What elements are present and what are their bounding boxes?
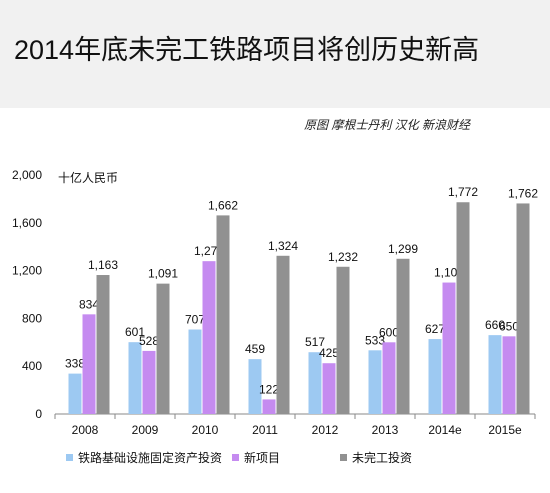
- data-label: 1,762: [508, 186, 538, 200]
- y-unit-label: 十亿人民币: [58, 170, 118, 185]
- data-label: 1,232: [328, 250, 358, 264]
- y-tick-label: 0: [35, 407, 42, 421]
- bar-2008-s1: [82, 314, 96, 414]
- x-tick-label: 2015e: [488, 423, 522, 437]
- data-label: 533: [365, 333, 385, 347]
- x-tick-label: 2012: [312, 423, 339, 437]
- bar-2009-s1: [142, 350, 156, 414]
- bar-2010-s2: [216, 215, 230, 414]
- x-tick-label: 2010: [192, 423, 219, 437]
- bar-2012-s0: [308, 352, 322, 414]
- bar-2009-s0: [128, 342, 142, 414]
- legend-swatch: [232, 454, 239, 461]
- data-label: 122: [259, 382, 279, 396]
- data-label: 528: [139, 334, 159, 348]
- bar-2009-s2: [156, 283, 170, 414]
- y-tick-label: 1,600: [12, 216, 42, 230]
- data-label: 707: [185, 313, 205, 327]
- bar-2011-s1: [262, 399, 276, 414]
- data-label: 1,163: [88, 258, 118, 272]
- x-tick-label: 2014e: [428, 423, 462, 437]
- bar-2015e-s2: [516, 203, 530, 414]
- bar-2012-s2: [336, 266, 350, 414]
- bar-2014e-s2: [456, 202, 470, 414]
- bar-2013-s1: [382, 342, 396, 414]
- page-title: 2014年底未完工铁路项目将创历史新高: [14, 35, 480, 65]
- data-label: 425: [319, 346, 339, 360]
- bar-2014e-s1: [442, 282, 456, 414]
- bar-chart: 0 400 800 1,200 1,600 2,000 十亿人民币 2008 338 834 1,1…: [12, 168, 538, 465]
- x-tick-label: 2011: [252, 423, 278, 437]
- data-label: 600: [379, 325, 399, 339]
- bar-2010-s0: [188, 329, 202, 414]
- bar-2015e-s0: [488, 335, 502, 414]
- bar-2010-s1: [202, 261, 216, 414]
- data-label: 601: [125, 325, 145, 339]
- x-tick-label: 2008: [72, 423, 99, 437]
- data-label: 1,772: [448, 185, 478, 199]
- legend-label: 铁路基础设施固定资产投资: [78, 450, 222, 465]
- legend-label: 未完工投资: [352, 450, 412, 465]
- bar-2011-s0: [248, 359, 262, 414]
- data-label: 650: [499, 319, 519, 333]
- y-tick-label: 1,200: [12, 264, 42, 278]
- header-band: 2014年底未完工铁路项目将创历史新高: [0, 0, 550, 108]
- data-label: 834: [79, 297, 99, 311]
- data-label: 1,091: [148, 267, 178, 281]
- y-tick-label: 800: [22, 311, 42, 325]
- bar-2013-s0: [368, 350, 382, 414]
- bar-2013-s2: [396, 258, 410, 414]
- bar-2011-s2: [276, 255, 290, 414]
- data-label: 627: [425, 322, 445, 336]
- x-tick-label: 2009: [132, 423, 159, 437]
- data-label: 660: [485, 318, 505, 332]
- source-note: 原图 摩根士丹利 汉化 新浪财经: [303, 118, 470, 132]
- bar-2008-s0: [68, 373, 82, 414]
- chart-area: 0 400 800 1,200 1,600 2,000 十亿人民币 2008 338 834 1,1…: [0, 150, 550, 488]
- bar-2008-s2: [96, 275, 110, 414]
- y-tick-label: 2,000: [12, 168, 42, 182]
- bar-2015e-s1: [502, 336, 516, 414]
- x-tick-label: 2013: [372, 423, 399, 437]
- data-label: 1,662: [208, 198, 238, 212]
- bar-2014e-s0: [428, 339, 442, 414]
- data-label: 1,299: [388, 242, 418, 256]
- legend-label: 新项目: [244, 450, 280, 465]
- bar-2012-s1: [322, 363, 336, 414]
- y-tick-label: 400: [22, 359, 42, 373]
- data-label: 1,324: [268, 239, 298, 253]
- data-label: 517: [305, 335, 325, 349]
- legend-swatch: [340, 454, 347, 461]
- data-label: 459: [245, 342, 265, 356]
- legend-swatch: [66, 454, 73, 461]
- data-label: 338: [65, 357, 85, 371]
